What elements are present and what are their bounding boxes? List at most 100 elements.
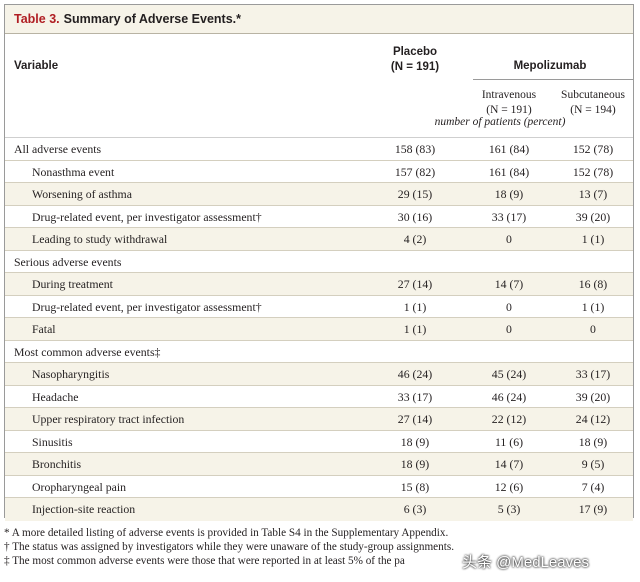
footnote-1: * A more detailed listing of adverse eve… [4,527,449,539]
row-label: Nonasthma event [32,164,115,179]
intravenous-cell: 14 (7) [494,457,524,471]
row-label: Sinusitis [32,434,73,449]
intravenous-cell: 0 [506,232,512,246]
subcutaneous-cell: 18 (9) [578,434,608,449]
table-row: Sinusitis 18 (9) 11 (6) 18 (9) [5,431,633,453]
table-row: Nonasthma event 157 (82) 161 (84) 152 (78) [5,161,633,183]
table-row: Upper respiratory tract infection 27 (14)… [5,408,633,431]
row-label: Upper respiratory tract infection [32,412,185,426]
subcutaneous-cell: 39 (20) [575,389,611,404]
row-label: Most common adverse events‡ [14,344,161,359]
table-row: Fatal 1 (1) 0 0 [5,318,633,341]
row-label: Serious adverse events [14,254,122,269]
subcutaneous-cell: 13 (7) [578,187,608,201]
placebo-cell: 158 (83) [394,142,436,156]
table-row: Worsening of asthma 29 (15) 18 (9) 13 (7) [5,183,633,206]
row-label: Nasopharyngitis [32,367,110,381]
placebo-cell: 1 (1) [403,322,427,336]
subcutaneous-cell: 152 (78) [572,142,614,156]
table-row: Nasopharyngitis 46 (24) 45 (24) 33 (17) [5,363,633,386]
placebo-cell: 6 (3) [403,502,427,516]
table-row: Serious adverse events [5,251,633,273]
row-label: Oropharyngeal pain [32,479,127,494]
table-row: All adverse events 158 (83) 161 (84) 152 (7… [5,138,633,161]
header-variable: Variable [14,60,59,72]
row-label: Injection-site reaction [32,502,136,516]
placebo-cell: 46 (24) [397,367,433,381]
intravenous-cell: 14 (7) [494,277,524,291]
footnote-2: † The status was assigned by investigato… [4,541,454,553]
header-placebo-label: Placebo [392,46,438,58]
table-row: During treatment 27 (14) 14 (7) 16 (8) [5,273,633,296]
header-intravenous-n: (N = 191) [486,104,532,116]
subcutaneous-cell: 7 (4) [581,479,605,494]
row-label: Fatal [32,322,56,336]
subcutaneous-cell: 33 (17) [575,367,611,381]
header-mepolizumab: Mepolizumab [513,60,587,72]
table-label: Table 3. [14,12,60,26]
intravenous-cell: 161 (84) [488,164,530,179]
placebo-cell: 18 (9) [400,457,430,471]
table-title-bar: Table 3. Summary of Adverse Events.* [5,5,633,34]
intravenous-cell: 33 (17) [491,209,527,224]
placebo-cell: 30 (16) [397,209,433,224]
footnotes: * A more detailed listing of adverse eve… [4,526,634,568]
row-label: During treatment [32,277,113,291]
row-label: All adverse events [14,142,102,156]
table-row: Oropharyngeal pain 15 (8) 12 (6) 7 (4) [5,476,633,498]
row-label: Drug-related event, per investigator ass… [32,299,262,314]
row-label: Drug-related event, per investigator ass… [32,209,262,224]
subcutaneous-cell: 16 (8) [578,277,608,291]
table-row: Drug-related event, per investigator ass… [5,296,633,318]
placebo-cell: 157 (82) [394,164,436,179]
table-row: Most common adverse events‡ [5,341,633,363]
row-label: Bronchitis [32,457,82,471]
table-row: Leading to study withdrawal 4 (2) 0 1 (1) [5,228,633,251]
placebo-cell: 33 (17) [397,389,433,404]
subcutaneous-cell: 9 (5) [581,457,605,471]
placebo-cell: 1 (1) [403,299,427,314]
intravenous-cell: 5 (3) [497,502,521,516]
table-row: Injection-site reaction 6 (3) 5 (3) 17 (9) [5,498,633,521]
intravenous-cell: 22 (12) [491,412,527,426]
placebo-cell: 4 (2) [403,232,427,246]
subcutaneous-cell: 1 (1) [581,299,605,314]
intravenous-cell: 0 [506,299,512,314]
row-label: Headache [32,389,79,404]
placebo-cell: 27 (14) [397,277,433,291]
subcutaneous-cell: 1 (1) [581,232,605,246]
intravenous-cell: 11 (6) [494,434,524,449]
intravenous-cell: 18 (9) [494,187,524,201]
placebo-cell: 18 (9) [400,434,430,449]
subcutaneous-cell: 17 (9) [578,502,608,516]
footnote-3: ‡ The most common adverse events were th… [4,555,405,567]
watermark: 头条 @MedLeaves [462,554,589,571]
header-placebo: Placebo (N = 191) [375,45,455,75]
header-mepolizumab-rule [473,79,633,80]
subcutaneous-cell: 0 [590,322,596,336]
header-placebo-n: (N = 191) [390,61,440,73]
header-intravenous: Intravenous (N = 191) [467,88,551,118]
header-intravenous-label: Intravenous [481,89,537,101]
row-label: Worsening of asthma [32,187,132,201]
placebo-cell: 29 (15) [397,187,433,201]
table-row: Headache 33 (17) 46 (24) 39 (20) [5,386,633,408]
intravenous-cell: 45 (24) [491,367,527,381]
intravenous-cell: 161 (84) [488,142,530,156]
header-subcutaneous-label: Subcutaneous [561,89,625,101]
header-units: number of patients (percent) [434,116,566,128]
row-label: Leading to study withdrawal [32,232,168,246]
intravenous-cell: 46 (24) [491,389,527,404]
intravenous-cell: 0 [506,322,512,336]
subcutaneous-cell: 39 (20) [575,209,611,224]
header-subcutaneous-n: (N = 194) [570,104,616,116]
header-subcutaneous: Subcutaneous (N = 194) [551,88,635,118]
table-header: Variable Placebo (N = 191) Mepolizumab I… [5,34,633,138]
placebo-cell: 15 (8) [400,479,430,494]
subcutaneous-cell: 152 (78) [572,164,614,179]
table-frame: Table 3. Summary of Adverse Events.* Var… [4,4,634,521]
table-body: All adverse events 158 (83) 161 (84) 152 (7… [5,138,633,521]
intravenous-cell: 12 (6) [494,479,524,494]
table-title: Summary of Adverse Events.* [63,12,242,26]
table-row: Drug-related event, per investigator ass… [5,206,633,228]
